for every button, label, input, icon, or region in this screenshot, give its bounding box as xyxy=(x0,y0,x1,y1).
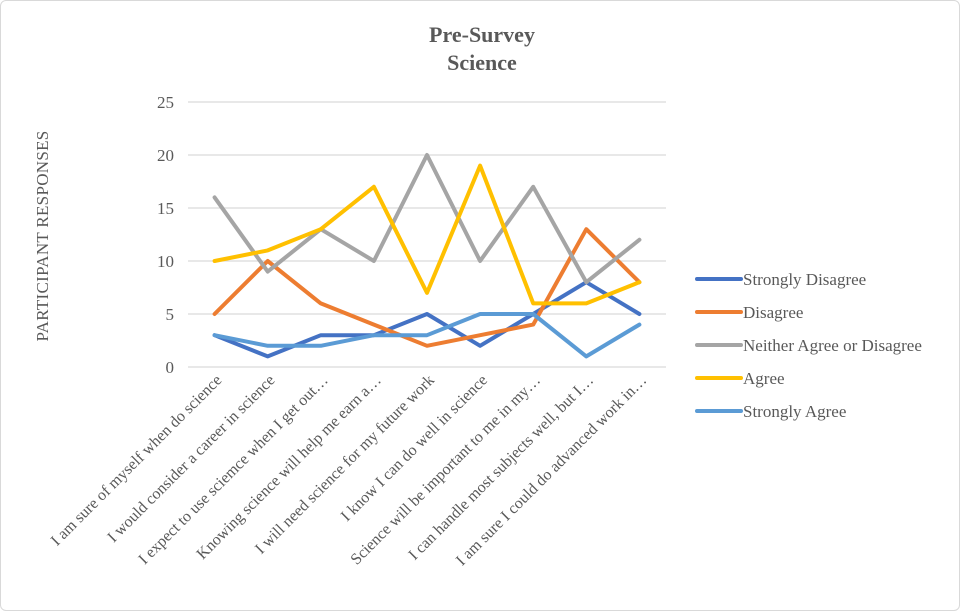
y-tick-label: 15 xyxy=(157,199,174,218)
x-tick-label: I am sure I could do advanced work in… xyxy=(453,372,650,569)
legend: Strongly Disagree Disagree Neither Agree o… xyxy=(695,270,922,421)
series-lines xyxy=(212,153,642,359)
y-tick-labels: 0 5 10 15 20 25 xyxy=(157,93,174,377)
y-tick-label: 5 xyxy=(166,305,175,324)
series-line-0 xyxy=(212,280,642,359)
y-tick-label: 25 xyxy=(157,93,174,112)
series-line-3 xyxy=(212,163,642,306)
series-line-4 xyxy=(212,312,642,359)
series-line-1 xyxy=(212,227,642,348)
x-tick-label: Science will be important to me in my… xyxy=(348,372,544,568)
x-tick-label: I can handle most subjects well, but I… xyxy=(405,372,597,564)
x-tick-label: I expect to use sciemce when I get out… xyxy=(135,372,331,568)
series-line-2 xyxy=(212,153,642,285)
y-tick-label: 10 xyxy=(157,252,174,271)
x-tick-label: Knowing science will help me earn a… xyxy=(194,372,385,563)
legend-label: Disagree xyxy=(743,303,803,322)
legend-label: Agree xyxy=(743,369,785,388)
y-tick-label: 0 xyxy=(166,358,175,377)
chart-title-line-1: Pre-Survey xyxy=(429,22,535,47)
legend-label: Strongly Disagree xyxy=(743,270,866,289)
legend-label: Strongly Agree xyxy=(743,402,846,421)
chart-title-line-2: Science xyxy=(447,50,517,75)
y-axis-label: PARTICIPANT RESPONSES xyxy=(33,130,52,341)
y-tick-label: 20 xyxy=(157,146,174,165)
legend-label: Neither Agree or Disagree xyxy=(743,336,922,355)
